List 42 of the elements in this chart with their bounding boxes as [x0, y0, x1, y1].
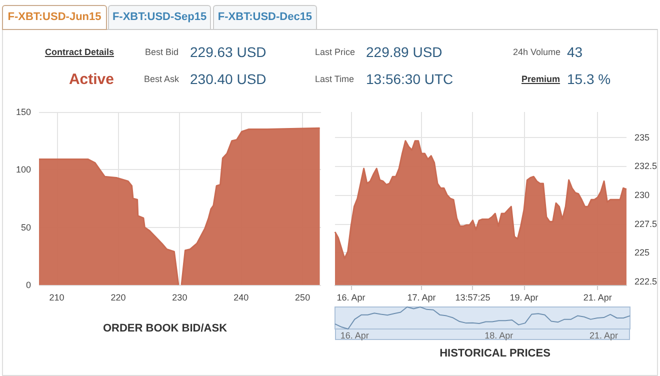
y-tick-label: 225 — [634, 248, 650, 258]
y-tick-label: 100 — [16, 164, 31, 175]
text: 230.40 USD — [190, 71, 266, 87]
y-tick-label: 0 — [26, 280, 31, 290]
y-tick-label: 227.5 — [634, 218, 658, 229]
x-tick-label: 240 — [234, 292, 249, 302]
x-tick-label: 18. Apr — [484, 330, 514, 340]
y-tick-label: 232.5 — [634, 161, 658, 172]
text: Active — [68, 71, 114, 88]
text: Contract Details — [44, 47, 114, 57]
x-tick-label: 250 — [295, 292, 310, 302]
text: ORDER BOOK BID/ASK — [102, 322, 228, 334]
x-tick-label: 17. Apr — [407, 292, 436, 302]
y-tick-label: 150 — [16, 107, 31, 117]
y-tick-label: 235 — [634, 132, 650, 142]
x-tick-label: 21. Apr — [590, 330, 618, 340]
text: F-XBT:USD-Sep15 — [108, 5, 211, 29]
text: 15.3 % — [567, 71, 611, 87]
y-tick-label: 230 — [634, 190, 650, 200]
y-tick-label: 50 — [20, 222, 31, 232]
text: Last Price — [315, 47, 356, 57]
text: Premium — [521, 74, 560, 84]
text: HISTORICAL PRICES — [440, 348, 550, 360]
text: 229.63 USD — [190, 44, 266, 60]
text: 229.89 USD — [366, 44, 442, 60]
text: 13:56:30 UTC — [366, 71, 454, 87]
x-tick-label: 16. Apr — [340, 330, 369, 340]
x-tick-label: 21. Apr — [583, 292, 612, 302]
x-tick-label: 19. Apr — [510, 292, 538, 302]
x-tick-label: 16. Apr — [336, 292, 366, 302]
text: Last Time — [315, 74, 354, 84]
text: Best Bid — [145, 47, 179, 57]
x-tick-label: 220 — [110, 292, 126, 302]
text: F-XBT:USD-Dec15 — [213, 5, 317, 29]
x-tick-label: 13:57:25 — [455, 292, 490, 302]
text: 43 — [567, 44, 583, 60]
text: 24h Volume — [513, 47, 561, 57]
x-tick-label: 230 — [172, 292, 188, 302]
text: F-XBT:USD-Jun15 — [2, 5, 107, 30]
text: Best Ask — [144, 74, 180, 84]
x-tick-label: 210 — [49, 292, 64, 302]
y-tick-label: 222.5 — [634, 276, 658, 287]
